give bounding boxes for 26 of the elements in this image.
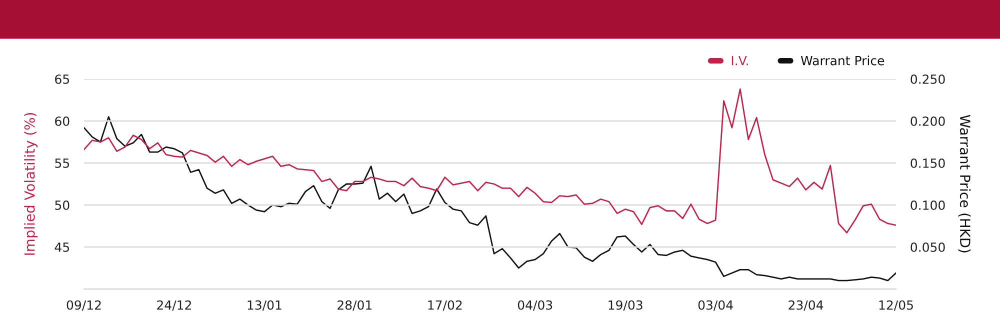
x-tick-label: 03/04 [698,300,733,311]
y2-axis-title: Warrant Price (HKD) [958,114,971,252]
y-tick-label: 60 [55,116,70,126]
y2-tick-label: 0.050 [910,242,945,252]
y2-tick-label: 0.150 [910,158,945,168]
x-tick-label: 09/12 [66,300,101,311]
y2-tick-label: 0.200 [910,116,945,126]
x-tick-label: 24/12 [157,300,191,311]
x-tick-label: 12/05 [879,300,913,311]
x-tick-label: 23/04 [788,300,824,311]
x-tick-label: 17/02 [428,300,462,311]
y-tick-label: 50 [55,200,70,210]
line-series [84,88,896,234]
legend-label: I.V. [732,56,748,66]
line-series [84,116,896,282]
x-tick-label: 28/01 [338,300,372,311]
x-tick-label: 19/03 [608,300,642,311]
x-tick-label: 13/01 [248,300,282,311]
y2-tick-label: 0.100 [910,200,945,210]
y-axis-title: Implied Volatility (%) [24,113,38,255]
y-tick-label: 55 [55,158,70,168]
legend-label: Warrant Price [800,56,884,66]
y-tick-label: 45 [54,242,70,252]
y-tick-label: 65 [55,74,70,84]
x-tick-label: 04/03 [518,300,552,311]
y2-tick-label: 0.250 [910,74,945,84]
